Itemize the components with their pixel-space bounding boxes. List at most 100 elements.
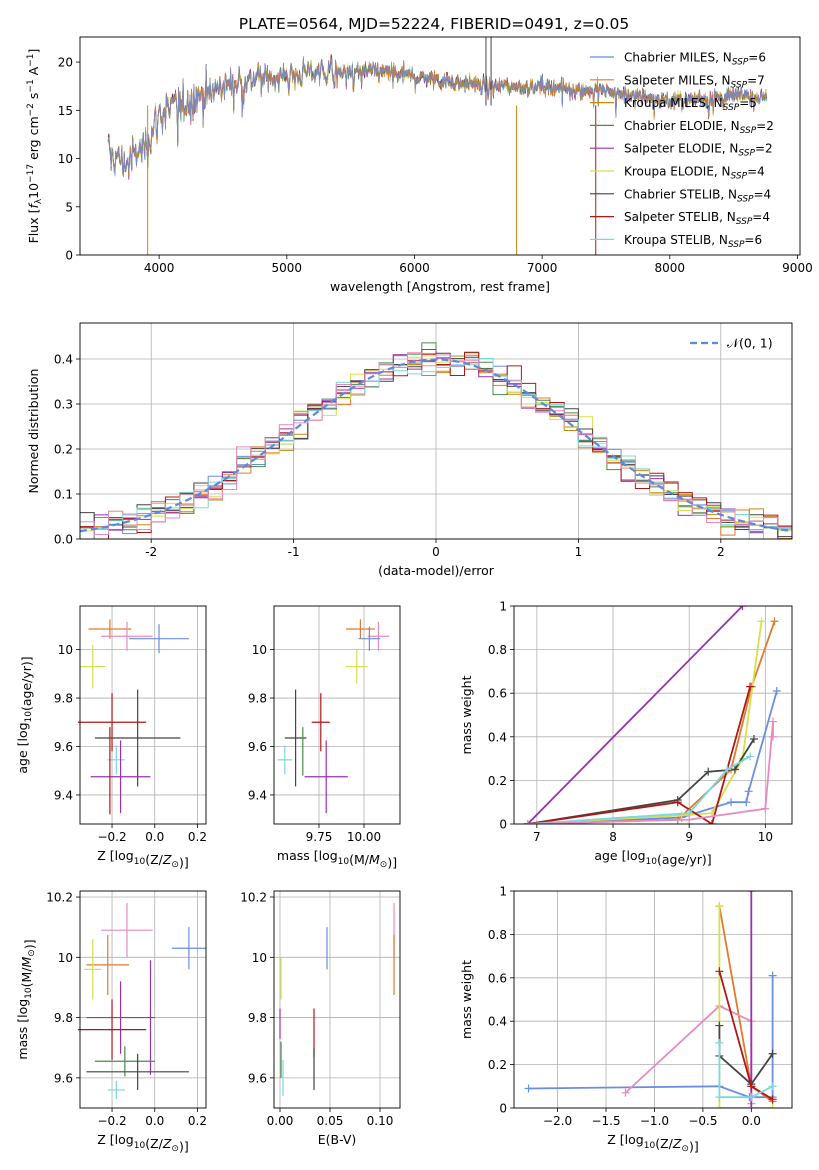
tick-label-y: 20 <box>58 56 73 70</box>
plot-area <box>524 891 777 1108</box>
series-line <box>528 975 774 1099</box>
legend-entry: Kroupa STELIB, NSSP=6 <box>624 233 762 250</box>
series-marker <box>685 815 694 824</box>
series-line <box>718 906 773 1108</box>
tick-label-y: 9.6 <box>248 740 267 754</box>
tick-label-x: 8 <box>609 830 617 844</box>
series-marker <box>723 765 732 774</box>
plot-frame <box>513 890 793 1109</box>
plot-area <box>107 37 768 255</box>
x-axis-label: Z [log10(Z/Z⊙)] <box>97 848 188 870</box>
tick-label-x: 0.2 <box>188 1114 207 1128</box>
series-marker <box>768 1049 777 1058</box>
series-line <box>718 906 774 1103</box>
tick-label-y: 9.6 <box>54 1071 73 1085</box>
series-line <box>527 621 763 824</box>
histogram-step <box>80 357 792 539</box>
tick-label-y: 0.3 <box>54 398 73 412</box>
panel-age-vs-Z: −0.2 0.0 0.2 9.4 9.6 9.8 10 Z [log10(Z/Z⊙)] age … <box>15 605 207 870</box>
tick-label-x: -2 <box>145 545 157 559</box>
y-axis-label: mass weight <box>459 960 474 1039</box>
x-axis-label: (data-model)/error <box>378 563 495 578</box>
legend-entry: 𝒩(0, 1) <box>727 336 773 351</box>
tick-label-x: 2 <box>717 545 725 559</box>
tick-label-y: 9.6 <box>248 1071 267 1085</box>
plot-frame <box>79 322 793 540</box>
series-marker <box>715 1021 724 1030</box>
series-marker <box>715 902 724 911</box>
legend-entry: Chabrier ELODIE, NSSP=2 <box>624 119 774 136</box>
tick-label-y: 9.8 <box>54 692 73 706</box>
series-marker <box>747 1093 756 1102</box>
plot-frame <box>273 605 401 825</box>
tick-label-y: 9.4 <box>54 788 73 802</box>
panel-spectrum: 4000 5000 6000 7000 8000 9000 0 5 10 15 20 Flux [fλ… <box>26 36 813 294</box>
tick-label-x: 8000 <box>655 261 686 275</box>
x-axis-label: Z [log10(Z/Z⊙)] <box>97 1132 188 1154</box>
spectrum-line <box>107 57 768 177</box>
tick-label-x: 7 <box>533 830 541 844</box>
tick-label-x: 0.0 <box>742 1114 761 1128</box>
tick-label-x: 0 <box>432 545 440 559</box>
tick-label-y: 0 <box>499 818 507 832</box>
plot-frame <box>79 36 801 256</box>
tick-label-x: −0.2 <box>97 1114 126 1128</box>
series-marker <box>746 682 755 691</box>
tick-label-y: 10 <box>252 951 267 965</box>
series-marker <box>772 687 781 696</box>
tick-label-y: 0.2 <box>488 1058 507 1072</box>
series-marker <box>715 1104 724 1108</box>
tick-label-y: 10.2 <box>46 891 73 905</box>
legend-entry: Chabrier STELIB, NSSP=4 <box>624 187 771 204</box>
series-marker <box>746 752 755 761</box>
legend-entry: Chabrier MILES, NSSP=6 <box>624 51 766 68</box>
tick-label-y: 10 <box>58 643 73 657</box>
tick-label-y: 9.8 <box>248 692 267 706</box>
tick-label-y: 0.4 <box>488 1015 507 1029</box>
series-line <box>718 1042 774 1099</box>
tick-label-x: 9.75 <box>306 830 333 844</box>
panel-age-vs-mass: 9.75 10.00 9.4 9.6 9.8 10 mass [log10(M/M⊙)] <box>248 605 401 870</box>
tick-label-y: 0.2 <box>54 443 73 457</box>
series-marker <box>715 1093 724 1102</box>
x-axis-label: age [log10(age/yr)] <box>594 848 711 867</box>
tick-label-x: −2.0 <box>543 1114 572 1128</box>
series-marker <box>727 798 736 807</box>
plot-frame <box>513 605 793 825</box>
series-marker <box>677 811 686 820</box>
series-marker <box>761 804 770 813</box>
panel-weight-vs-age: 7 8 9 10 0 0.2 0.4 0.6 0.8 1 age [log10(age/yr)] ma… <box>459 600 793 867</box>
series-marker <box>704 767 713 776</box>
series-marker <box>738 606 747 610</box>
series-marker <box>621 1088 630 1097</box>
tick-label-x: 0.0 <box>145 1114 164 1128</box>
series-line <box>527 621 776 824</box>
series-marker <box>749 734 758 743</box>
y-axis-label: mass weight <box>459 675 474 754</box>
series-marker <box>747 1104 756 1108</box>
series-marker <box>768 717 777 726</box>
plot-frame <box>273 890 401 1109</box>
y-axis-label: age [log10(age/yr)] <box>15 656 34 773</box>
tick-label-x: -1 <box>288 545 300 559</box>
tick-label-x: 10 <box>758 830 773 844</box>
series-marker <box>715 1038 724 1047</box>
tick-label-y: 0 <box>65 249 73 263</box>
tick-label-x: 5000 <box>272 261 303 275</box>
tick-label-x: 6000 <box>399 261 430 275</box>
legend-entry: Salpeter ELODIE, NSSP=2 <box>624 142 773 159</box>
series-marker <box>673 798 682 807</box>
tick-label-y: 10.2 <box>240 891 267 905</box>
panel-residuals: -2 -1 0 1 2 0.0 0.1 0.2 0.3 0.4 (data-model)/error… <box>26 322 793 578</box>
y-axis-label: mass [log10(M/M⊙)] <box>15 939 37 1059</box>
tick-label-y: 1 <box>499 600 507 614</box>
legend-entry: Salpeter MILES, NSSP=7 <box>624 73 765 90</box>
tick-label-x: 10.00 <box>347 830 381 844</box>
x-axis-label: E(B-V) <box>318 1132 357 1147</box>
tick-label-y: 10 <box>58 152 73 166</box>
tick-label-x: 9000 <box>782 261 813 275</box>
tick-label-x: 0.05 <box>317 1114 344 1128</box>
tick-label-y: 0.1 <box>54 488 73 502</box>
